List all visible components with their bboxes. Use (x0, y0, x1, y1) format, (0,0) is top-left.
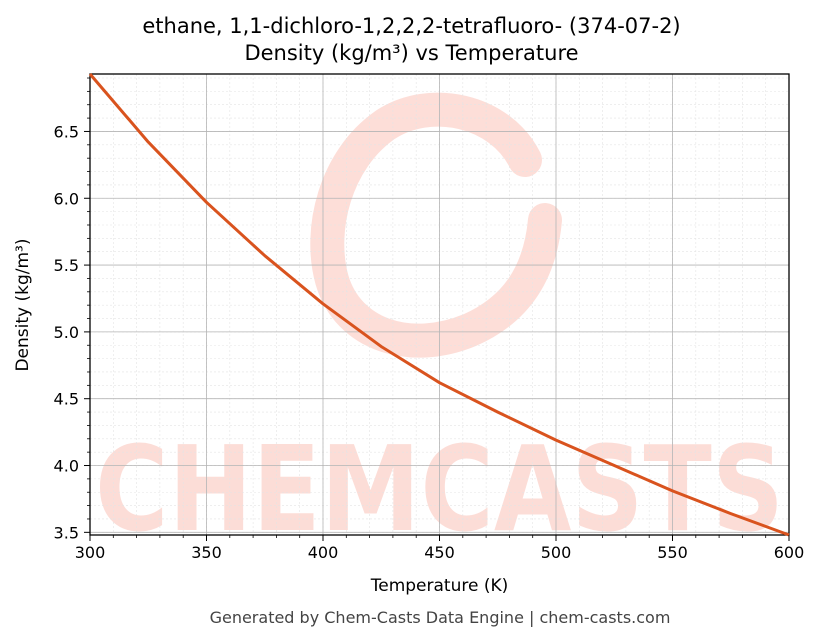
chart-subtitle: Density (kg/m³) vs Temperature (244, 41, 579, 65)
chart-title: ethane, 1,1-dichloro-1,2,2,2-tetrafluoro… (142, 14, 681, 38)
footer-credit: Generated by Chem-Casts Data Engine | ch… (209, 608, 671, 627)
x-tick-label: 400 (308, 543, 339, 562)
y-tick-label: 6.5 (54, 122, 79, 141)
series-layer (88, 73, 790, 537)
y-tick-label: 4.5 (54, 390, 79, 409)
ticks-layer: 300 350 400 450 500 550 600 3.5 4.0 4.5 5.0 5.5 6.0 6… (54, 77, 805, 562)
x-tick-label: 450 (424, 543, 455, 562)
x-tick-label: 350 (191, 543, 222, 562)
x-axis-label: Temperature (K) (370, 576, 509, 596)
y-tick-label: 5.5 (54, 256, 79, 275)
major-grid (89, 74, 790, 535)
y-tick-label: 3.5 (54, 523, 79, 542)
x-tick-label: 300 (75, 543, 106, 562)
x-tick-label: 600 (774, 543, 805, 562)
y-tick-label: 4.0 (54, 457, 79, 476)
y-tick-label: 6.0 (54, 189, 79, 208)
y-axis-label: Density (kg/m³) (13, 238, 33, 372)
x-tick-label: 550 (657, 543, 688, 562)
density-line (88, 73, 790, 537)
x-tick-label: 500 (541, 543, 572, 562)
y-tick-label: 5.0 (54, 323, 79, 342)
